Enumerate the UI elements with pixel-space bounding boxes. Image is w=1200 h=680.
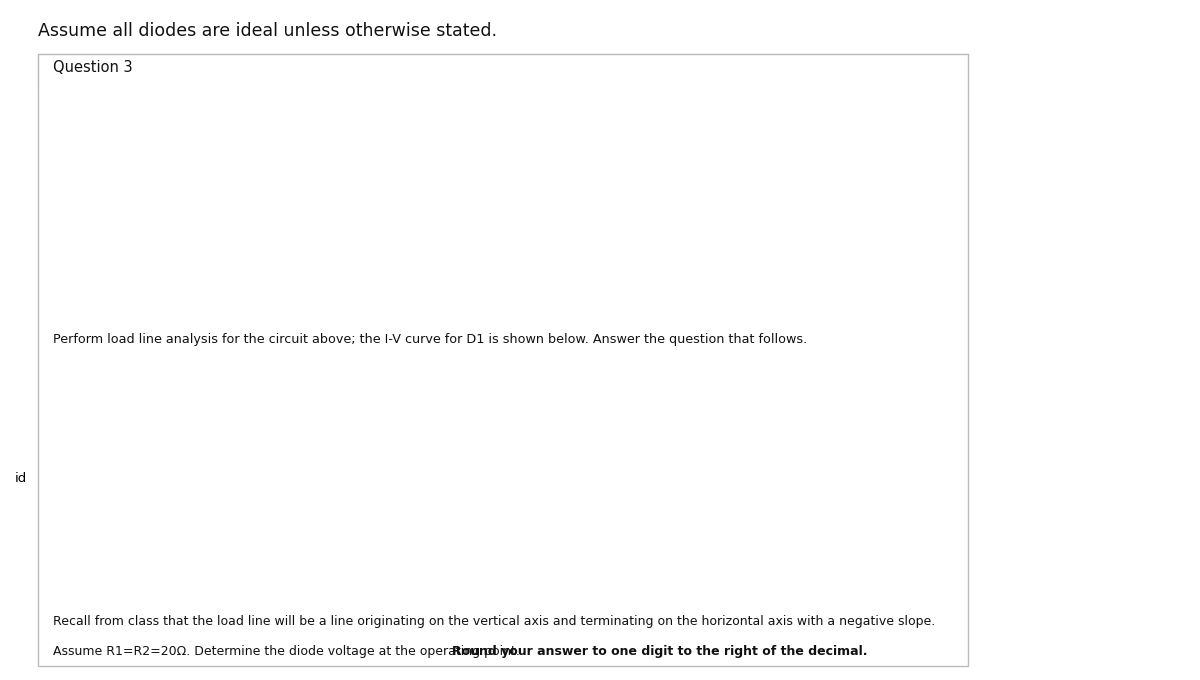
Text: D1: D1 bbox=[318, 203, 340, 217]
Polygon shape bbox=[286, 197, 325, 232]
Text: V1: V1 bbox=[137, 181, 157, 194]
Text: Perform load line analysis for the circuit above; the I-V curve for D1 is shown : Perform load line analysis for the circu… bbox=[53, 333, 808, 346]
Text: Assume all diodes are ideal unless otherwise stated.: Assume all diodes are ideal unless other… bbox=[38, 22, 498, 39]
X-axis label: vd: vd bbox=[256, 630, 272, 643]
Text: −: − bbox=[108, 250, 122, 268]
Text: Round your answer to one digit to the right of the decimal.: Round your answer to one digit to the ri… bbox=[452, 645, 868, 658]
Text: Assume R1=R2=20Ω. Determine the diode voltage at the operating point.: Assume R1=R2=20Ω. Determine the diode vo… bbox=[53, 645, 523, 658]
Text: 5V: 5V bbox=[119, 253, 139, 267]
Text: Recall from class that the load line will be a line originating on the vertical : Recall from class that the load line wil… bbox=[53, 615, 935, 628]
Text: Question 3: Question 3 bbox=[53, 60, 132, 75]
Y-axis label: id: id bbox=[14, 471, 28, 484]
Text: R1: R1 bbox=[215, 117, 235, 131]
Text: R2: R2 bbox=[397, 203, 419, 217]
